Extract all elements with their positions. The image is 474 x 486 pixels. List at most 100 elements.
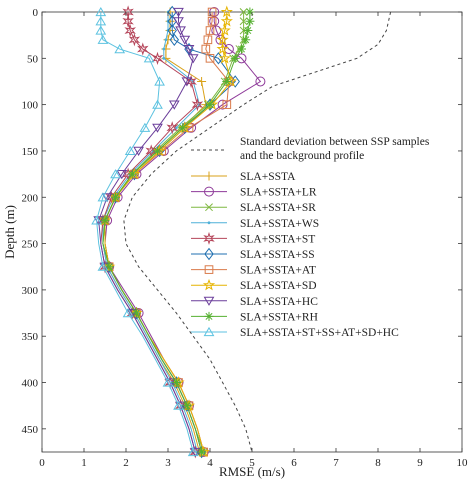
series-marker bbox=[175, 126, 178, 130]
series-marker bbox=[216, 33, 229, 46]
series-marker bbox=[116, 170, 128, 180]
legend-item: SLA+SSTA+ST bbox=[191, 231, 315, 245]
legend: Standard deviation between SSP samples an… bbox=[191, 136, 430, 339]
series-9 bbox=[100, 7, 255, 457]
series-marker bbox=[97, 34, 109, 44]
series-marker bbox=[137, 42, 149, 56]
series-marker bbox=[183, 45, 195, 55]
series-marker bbox=[255, 76, 266, 87]
legend-label: SLA+SSTA+LR bbox=[240, 187, 317, 199]
series-4 bbox=[97, 5, 204, 459]
series-marker bbox=[202, 278, 216, 291]
series-marker bbox=[153, 146, 162, 156]
series-marker bbox=[164, 38, 168, 42]
series-marker bbox=[187, 446, 199, 457]
series-marker bbox=[207, 221, 211, 225]
series-marker bbox=[95, 7, 107, 17]
series-marker bbox=[169, 33, 180, 47]
x-tick-label: 3 bbox=[165, 457, 171, 469]
y-tick-label: 150 bbox=[22, 146, 39, 158]
x-tick-label: 4 bbox=[207, 457, 213, 469]
series-marker bbox=[97, 192, 109, 202]
y-tick-label: 200 bbox=[22, 192, 39, 204]
series-marker bbox=[209, 16, 220, 27]
series-marker bbox=[220, 14, 233, 27]
series-marker bbox=[204, 186, 214, 197]
series-marker bbox=[205, 53, 215, 63]
legend-label: SLA+SSTA+SS bbox=[240, 249, 315, 261]
legend-label: SLA+SSTA+WS bbox=[240, 218, 319, 230]
series-marker bbox=[181, 77, 193, 87]
series-marker bbox=[205, 203, 213, 212]
series-marker bbox=[97, 261, 109, 271]
legend-label: SLA+SSTA+HC bbox=[240, 296, 318, 308]
series-marker bbox=[245, 7, 255, 17]
series-marker bbox=[203, 296, 215, 306]
x-tick-label: 8 bbox=[375, 457, 381, 469]
series-marker bbox=[95, 25, 107, 35]
y-axis-label: Depth (m) bbox=[2, 205, 17, 259]
series-marker bbox=[143, 53, 155, 63]
series-marker bbox=[223, 44, 234, 55]
legend-item: SLA+SSTA+HC bbox=[191, 296, 318, 308]
y-tick-label: 100 bbox=[22, 100, 39, 112]
y-tick-label: 350 bbox=[22, 331, 39, 343]
series-marker bbox=[205, 26, 215, 35]
series-marker bbox=[171, 378, 181, 388]
series-marker bbox=[230, 53, 240, 63]
series-marker bbox=[173, 400, 184, 410]
series-marker bbox=[207, 7, 217, 17]
series-marker bbox=[132, 308, 141, 318]
series-marker bbox=[245, 16, 255, 26]
series-marker bbox=[220, 5, 233, 18]
series-marker bbox=[152, 99, 163, 109]
legend-label: SLA+SSTA+SR bbox=[240, 202, 316, 214]
series-marker bbox=[91, 215, 102, 225]
series-marker bbox=[95, 16, 107, 26]
series-marker bbox=[205, 100, 215, 110]
y-tick-label: 300 bbox=[22, 285, 39, 297]
series-marker bbox=[182, 401, 192, 411]
series-marker bbox=[201, 44, 211, 54]
series-marker bbox=[216, 42, 229, 55]
series-marker bbox=[122, 308, 134, 318]
series-7 bbox=[98, 5, 238, 458]
series-marker bbox=[162, 47, 166, 51]
series-marker bbox=[162, 377, 174, 387]
y-tick-label: 250 bbox=[22, 239, 39, 251]
series-marker bbox=[239, 8, 248, 16]
x-tick-label: 0 bbox=[39, 457, 45, 469]
series-marker bbox=[185, 74, 197, 89]
legend-item: SLA+SSTA bbox=[191, 171, 296, 183]
series-10 bbox=[91, 7, 199, 457]
series-marker bbox=[104, 262, 114, 272]
series-marker bbox=[167, 24, 177, 37]
legend-label-reference: Standard deviation between SSP samples bbox=[240, 136, 430, 148]
series-marker bbox=[162, 56, 166, 60]
series-marker bbox=[114, 44, 126, 54]
series-line bbox=[96, 12, 194, 453]
y-tick-label: 400 bbox=[22, 378, 39, 390]
series-marker bbox=[203, 35, 213, 45]
series-marker bbox=[243, 26, 253, 36]
x-tick-label: 1 bbox=[81, 457, 87, 469]
legend-label: SLA+SSTA+ST+SS+AT+SD+HC bbox=[240, 327, 399, 339]
series-marker bbox=[111, 192, 120, 202]
series-marker bbox=[154, 76, 165, 86]
series-8 bbox=[93, 7, 201, 458]
x-tick-label: 5 bbox=[249, 457, 255, 469]
legend-item: SLA+SSTA+SR bbox=[191, 202, 316, 214]
series-marker bbox=[151, 51, 164, 65]
series-marker bbox=[122, 14, 134, 28]
series-marker bbox=[175, 26, 186, 36]
x-tick-label: 9 bbox=[417, 457, 423, 469]
series-6 bbox=[100, 7, 234, 457]
series-marker bbox=[204, 171, 214, 181]
series-5 bbox=[100, 5, 240, 459]
legend-item: SLA+SSTA+LR bbox=[191, 186, 317, 199]
legend-label: SLA+SSTA+AT bbox=[240, 265, 316, 277]
legend-label-reference: and the background profile bbox=[240, 150, 364, 162]
series-marker bbox=[100, 215, 110, 225]
series-marker bbox=[124, 23, 136, 38]
